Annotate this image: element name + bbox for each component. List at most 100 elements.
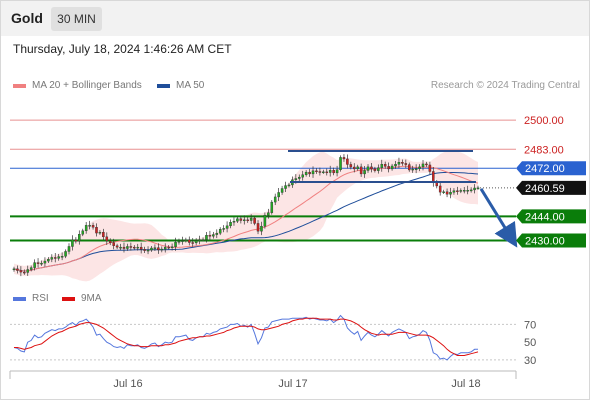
ma50-swatch — [157, 83, 170, 88]
candle-body — [401, 162, 404, 164]
candle — [160, 246, 164, 253]
candle — [449, 187, 452, 199]
header-bar: Gold 30 MIN — [0, 0, 590, 36]
candle — [36, 258, 40, 268]
candle — [50, 254, 54, 263]
timeframe-button[interactable]: 30 MIN — [51, 7, 102, 31]
candle — [74, 237, 78, 244]
candle-body — [356, 166, 359, 170]
candle-body — [294, 178, 298, 180]
candle — [98, 230, 102, 235]
candle — [284, 181, 287, 192]
candle — [273, 193, 277, 206]
candle-body — [91, 225, 95, 228]
candle-body — [325, 171, 329, 174]
candle-body — [181, 240, 184, 242]
candle — [267, 208, 270, 219]
candle-body — [243, 219, 246, 222]
candle — [394, 161, 397, 169]
candle-body — [397, 162, 401, 165]
candle — [452, 188, 456, 195]
price-labels: 2500.00 2483.00 2472.00 2460.59 2444.00 2430.… — [516, 115, 586, 248]
candle-body — [442, 191, 445, 193]
candle-body — [253, 217, 256, 224]
candle-body — [322, 171, 325, 174]
candle — [133, 245, 136, 250]
copyright-text: Research © 2024 Trading Central — [430, 80, 580, 91]
candle — [325, 168, 329, 176]
candle — [298, 174, 301, 181]
level-label-4: 2444.00 — [525, 211, 565, 223]
candle-body — [394, 164, 397, 167]
candle-body — [191, 242, 194, 244]
candle — [301, 170, 304, 181]
candle — [181, 236, 184, 245]
legend-bollinger: MA 20 + Bollinger Bands — [13, 80, 142, 91]
candle — [157, 243, 160, 254]
candle — [366, 164, 370, 173]
rsi-tick-50: 50 — [524, 337, 536, 349]
candle-body — [222, 228, 225, 230]
candle — [229, 219, 232, 229]
candle-body — [64, 251, 67, 257]
candle-body — [139, 246, 143, 250]
candle-body — [102, 231, 105, 238]
candle — [167, 245, 170, 250]
candle-body — [318, 171, 322, 173]
candle-body — [201, 239, 205, 241]
candle — [390, 163, 394, 171]
candle — [122, 242, 126, 253]
candle — [256, 220, 260, 235]
legend-rsi-label: RSI — [32, 293, 49, 304]
candle — [29, 265, 33, 272]
candle — [373, 166, 377, 173]
candle-body — [198, 239, 201, 241]
candle-body — [414, 168, 418, 170]
candle — [363, 165, 366, 178]
candle — [191, 238, 194, 247]
candle-body — [287, 184, 291, 187]
candle-body — [387, 166, 390, 170]
candle — [473, 184, 476, 194]
candle — [407, 162, 411, 172]
candle-body — [359, 166, 363, 175]
rsi-ma-swatch — [62, 296, 75, 301]
candle — [287, 182, 291, 188]
candle-body — [363, 170, 366, 175]
candle — [342, 154, 346, 162]
candle — [84, 222, 88, 234]
bollinger-swatch — [13, 83, 26, 88]
candle-body — [81, 230, 85, 235]
candle — [136, 243, 139, 251]
candle — [33, 259, 36, 271]
candle — [466, 185, 469, 195]
candle — [53, 253, 57, 263]
candle — [208, 230, 212, 241]
candle-body — [232, 220, 236, 223]
candle — [60, 252, 64, 261]
candle — [335, 165, 339, 177]
candle-body — [411, 168, 414, 171]
candle — [236, 216, 239, 224]
candle-body — [438, 185, 442, 193]
candle — [198, 235, 201, 245]
candle — [253, 216, 256, 226]
candle — [277, 188, 280, 201]
candle — [71, 235, 74, 251]
candle-body — [40, 262, 43, 265]
candle-body — [308, 171, 311, 175]
candle — [380, 159, 384, 172]
candle-body — [270, 201, 274, 213]
level-label-0: 2500.00 — [524, 115, 564, 127]
candle-body — [177, 241, 181, 243]
candle-body — [212, 234, 215, 237]
candle-body — [346, 158, 349, 165]
candle-body — [456, 190, 459, 192]
candle-body — [143, 249, 146, 251]
candle — [222, 225, 225, 233]
candle — [119, 243, 122, 251]
candle — [26, 265, 30, 276]
level-label-1: 2483.00 — [524, 144, 564, 156]
chart-annotations — [288, 150, 518, 248]
